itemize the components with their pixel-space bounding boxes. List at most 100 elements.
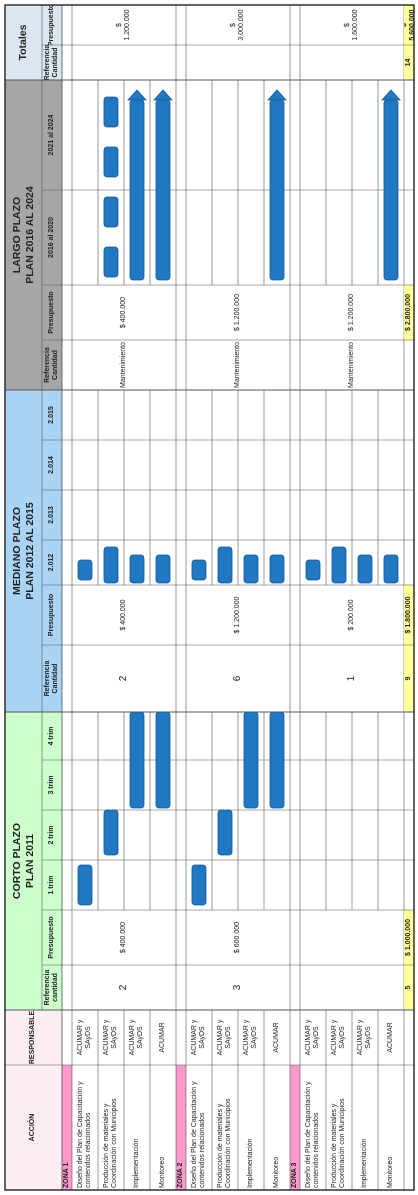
zone-value-box: Mantenimiento — [300, 340, 404, 390]
column-header-text: 2.014 — [47, 456, 55, 474]
zone-value: $ 200.000 — [347, 599, 355, 631]
responsible: ACUMAR — [273, 1022, 280, 1052]
responsible-text: ACUMAR y SAyDS — [304, 1019, 320, 1056]
column-header-text: Referencia cantidad — [43, 969, 59, 1006]
column-header-bg — [42, 80, 62, 390]
zone-value-text: 2 — [118, 675, 130, 682]
total-bg — [404, 965, 414, 1010]
action-text: Producción de materiales y Coordinación … — [102, 1098, 118, 1189]
column-header-box: Referencia Cantidad — [42, 340, 62, 390]
zone-label-text: ZONA 2 — [176, 1162, 184, 1188]
responsible: ACUMAR y SAyDS — [129, 1020, 144, 1056]
column-header-text: 2.013 — [47, 506, 55, 524]
zone-value-box: 3 — [186, 965, 290, 1010]
column-header-text: 2.012 — [47, 553, 55, 572]
action-box: Diseño del Plan de Capacitación y conten… — [300, 1065, 326, 1190]
zone-value-text: $ 1.200.000 — [233, 596, 241, 634]
group-title-text: LARGO PLAZO — [11, 196, 24, 274]
column-header: Presupuesto — [48, 291, 55, 333]
responsible-box: ACUMAR — [378, 1010, 404, 1065]
group-title-text: PLAN 2016 AL 2024 — [23, 186, 36, 284]
action-text: Implementación — [132, 1138, 140, 1188]
total-value-text: $ 1.000.000 — [404, 919, 412, 956]
zone-value-box: $ 1.200.000 — [300, 285, 404, 340]
zone-value-box: $ 3.000.000 — [186, 5, 290, 45]
gantt-bar — [155, 711, 171, 809]
action: Monitoreo — [264, 1065, 290, 1190]
action-box: Diseño del Plan de Capacitación y conten… — [72, 1065, 98, 1190]
column-header-box: 2.014 — [42, 440, 62, 490]
column-header-box: RESPONSABLE — [5, 1010, 62, 1065]
group-header-bg — [5, 712, 42, 1010]
gantt-bar — [217, 809, 233, 856]
responsible: ACUMAR y SAyDS — [331, 1020, 346, 1056]
action-text: Diseño del Plan de Capacitación y conten… — [190, 1081, 206, 1188]
action-text: Monitoreo — [158, 1156, 166, 1188]
gantt-bar — [269, 711, 285, 809]
column-header-text: 4 trim — [47, 726, 55, 746]
zone-value: $ 1.200.000 — [234, 294, 241, 331]
total-value-text: 5 — [404, 985, 412, 990]
gantt-bar — [155, 554, 171, 584]
action-text: Diseño del Plan de Capacitación y conten… — [76, 1081, 92, 1188]
gantt-bar — [383, 554, 399, 584]
column-header-box: 2.015 — [42, 390, 62, 440]
zone-label-bg — [290, 1065, 300, 1190]
zone-label-text: ZONA 1 — [62, 1162, 70, 1188]
gantt-bar — [243, 554, 259, 584]
zone-value-text: 2 — [118, 984, 130, 991]
column-header-box: 2 trim — [42, 810, 62, 860]
responsible: ACUMAR y SAyDS — [217, 1020, 232, 1056]
column-header: Presupuesto — [48, 5, 55, 45]
gantt-bar — [191, 864, 207, 906]
total-value-box: $ 1.000.000 — [404, 910, 414, 965]
column-header-text: 3 trim — [47, 775, 55, 795]
zone-value-text: $ 200.000 — [347, 599, 355, 631]
responsible: ACUMAR y SAyDS — [191, 1020, 206, 1056]
action-text: Producción de materiales y Coordinación … — [216, 1098, 232, 1189]
group-title-text: CORTO PLAZO — [11, 822, 24, 900]
column-header-text: 2.015 — [47, 406, 55, 424]
column-header-text: 1 trim — [47, 875, 55, 895]
zone-value: $ 1.600.000 — [300, 5, 404, 45]
zone-value-text: $ 600.000 — [233, 921, 241, 954]
zone-value-text: Mantenimiento — [347, 342, 355, 388]
zone-value-box: $ 400.000 — [72, 285, 176, 340]
action-text: Monitoreo — [272, 1156, 280, 1188]
gantt-bar — [77, 864, 93, 906]
action-box: Monitoreo — [150, 1065, 176, 1190]
column-header: 2.013 — [47, 506, 55, 524]
action: Producción de materiales y Coordinación … — [98, 1065, 124, 1190]
action-box: Diseño del Plan de Capacitación y conten… — [186, 1065, 212, 1190]
zone-value-box: $ 1.600.000 — [300, 5, 404, 45]
total-bg — [404, 645, 414, 712]
gantt-arrow — [381, 89, 401, 101]
gantt-bar — [305, 559, 321, 581]
action-box: Implementación — [124, 1065, 150, 1190]
zone-value-text: Mantenimiento — [119, 342, 127, 388]
action-box: Producción de materiales y Coordinación … — [98, 1065, 124, 1190]
zone-value: Mantenimiento — [119, 342, 127, 388]
column-header: 2.015 — [42, 390, 62, 440]
zone-value: Mantenimiento — [234, 342, 241, 388]
action-box: Monitoreo — [264, 1065, 290, 1190]
zone-value: 3 — [186, 965, 290, 1010]
column-header-text: Referencia Cantidad — [43, 347, 59, 383]
action: Diseño del Plan de Capacitación y conten… — [300, 1065, 326, 1190]
zone-value-text: 6 — [232, 675, 244, 682]
action-text: Implementación — [246, 1138, 254, 1188]
column-header-text: Presupuesto — [47, 916, 55, 959]
column-header-box: Referencia cantidad — [42, 965, 62, 1010]
responsible-text: ACUMAR y SAyDS — [76, 1019, 92, 1056]
total-value-text: $ 1.800.000 — [404, 596, 412, 634]
total-value-box: 9 — [404, 645, 414, 712]
zone-value: 6 — [186, 645, 290, 712]
action-box: Producción de materiales y Coordinación … — [212, 1065, 238, 1190]
gantt-arrow — [267, 89, 287, 101]
responsible: ACUMAR y SAyDS — [357, 1020, 372, 1056]
zone-value-text: $ 400.000 — [119, 599, 127, 631]
zone-value-box: 6 — [186, 645, 290, 712]
group-header-bg — [5, 5, 42, 80]
column-header-text: 2016 al 2020 — [47, 217, 55, 258]
